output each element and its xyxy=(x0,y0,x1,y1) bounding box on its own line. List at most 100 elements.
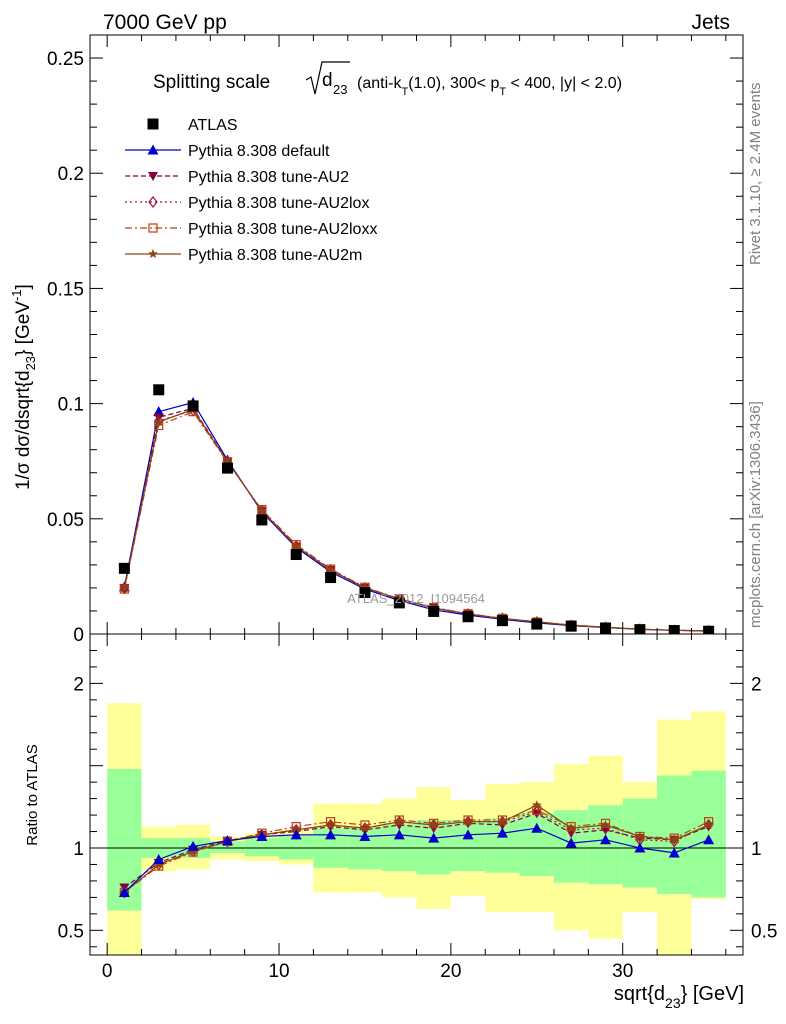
ratio-line-au2m xyxy=(124,804,709,893)
legend-marker-au2 xyxy=(148,172,158,181)
ratio-y-tick-label-right: 1 xyxy=(751,839,762,860)
legend-label-default: Pythia 8.308 default xyxy=(188,143,330,160)
ratio-point-au2loxx xyxy=(463,815,473,825)
point-data xyxy=(393,597,405,609)
title-sqrt-sub: 23 xyxy=(333,82,347,97)
chart-title: Splitting scale d 23 (anti-kT(1.0), 300<… xyxy=(153,61,622,98)
point-data xyxy=(428,605,440,617)
ratio-point-au2loxx xyxy=(600,818,611,828)
main-series-layer xyxy=(118,384,715,634)
main-ylabel: 1/σ dσ/dsqrt{d23} [GeV-1] xyxy=(9,284,38,490)
point-au2m xyxy=(325,564,336,574)
ratio-point-au2m xyxy=(463,816,473,826)
ratio-y-tick-label-right: 0.5 xyxy=(751,921,777,942)
ratio-bands xyxy=(107,703,726,955)
point-au2m xyxy=(153,417,164,427)
ratio-point-default xyxy=(703,834,715,845)
ratio-y-tick-label-right: 2 xyxy=(751,674,762,695)
point-data xyxy=(531,618,543,630)
y-tick-label: 0 xyxy=(73,625,84,646)
point-data xyxy=(462,611,474,623)
ratio-point-au2m xyxy=(428,819,439,829)
ratio-ylabel: Ratio to ATLAS xyxy=(24,744,41,845)
ratio-point-au2m xyxy=(394,816,405,826)
rivet-label: Rivet 3.1.10, ≥ 2.4M events xyxy=(747,83,764,266)
ratio-point-default xyxy=(634,842,646,853)
ratio-y-tick-label: 2 xyxy=(73,674,84,695)
ratio-point-default xyxy=(187,840,199,851)
title-sqrt-arg: d xyxy=(322,70,333,91)
svg-text:sqrt{d23} [GeV]: sqrt{d23} [GeV] xyxy=(614,983,744,1011)
point-data xyxy=(496,615,508,627)
title-part-3: T xyxy=(499,86,506,98)
ylabel-part-c: ] xyxy=(13,284,34,289)
xlabel-main: sqrt{d xyxy=(614,983,665,1005)
title-part-1: T xyxy=(401,86,408,98)
ratio-point-au2m xyxy=(497,816,508,826)
x-tick-label: 20 xyxy=(440,961,461,982)
xlabel: sqrt{d23} [GeV] xyxy=(614,983,744,1011)
ratio-point-default xyxy=(462,829,474,840)
ratio-series-default xyxy=(118,822,715,897)
ratio-series-layer xyxy=(118,800,715,899)
point-data xyxy=(600,622,612,634)
point-data xyxy=(359,587,371,599)
point-data xyxy=(634,624,646,634)
ylabel-sup: -1 xyxy=(9,289,24,301)
ylabel-part-a: 1/σ dσ/dsqrt{d xyxy=(13,370,34,490)
ratio-point-au2m xyxy=(600,819,611,829)
ratio-point-default xyxy=(325,829,337,840)
analysis-watermark: ATLAS_2012_I1094564 xyxy=(347,591,485,606)
point-data xyxy=(668,625,680,634)
y-tick-label: 0.15 xyxy=(47,279,84,300)
ratio-point-au2m xyxy=(703,819,714,829)
ratio-point-default xyxy=(393,829,405,840)
title-part-2: (1.0), 300< p xyxy=(408,75,499,92)
ylabel-part-b: } [GeV xyxy=(13,301,34,356)
ratio-point-default xyxy=(256,830,268,841)
ratio-point-default xyxy=(290,829,302,840)
point-au2m xyxy=(119,583,130,593)
ratio-point-au2loxx xyxy=(394,815,404,825)
mcplots-label: mcplots.cern.ch [arXiv:1306.3436] xyxy=(747,401,764,628)
series-line-au2m xyxy=(123,408,709,632)
legend: ATLAS Pythia 8.308 default Pythia 8.308 … xyxy=(125,117,377,264)
ratio-point-default xyxy=(153,854,165,865)
band-inner-bin xyxy=(588,805,623,885)
band-inner-bin xyxy=(691,770,726,898)
point-data xyxy=(256,514,268,526)
x-tick-label: 0 xyxy=(102,961,113,982)
ratio-point-default xyxy=(668,847,680,858)
legend-marker-data xyxy=(147,118,159,130)
ratio-point-default xyxy=(531,822,543,833)
y-tick-label: 0.25 xyxy=(47,49,84,70)
ratio-point-default xyxy=(359,830,371,841)
ratio-point-au2m xyxy=(566,823,576,833)
sqrt-sign xyxy=(305,61,350,95)
svg-text:1/σ dσ/dsqrt{d23} [GeV-1]: 1/σ dσ/dsqrt{d23} [GeV-1] xyxy=(9,284,38,490)
ratio-point-default xyxy=(600,834,612,845)
ratio-point-au2lox xyxy=(532,805,542,818)
legend-marker-au2m xyxy=(148,249,158,259)
y-tick-label: 0.05 xyxy=(47,510,84,531)
series-data xyxy=(118,384,715,634)
xlabel-sub: 23 xyxy=(665,995,681,1011)
title-part-4: < 400, |y| < 2.0) xyxy=(506,75,622,92)
title-prefix: Splitting scale xyxy=(153,72,270,93)
point-data xyxy=(703,625,715,634)
xlabel-tail: } [GeV] xyxy=(681,983,744,1005)
point-data xyxy=(290,549,302,561)
point-data xyxy=(325,572,337,584)
legend-label-data: ATLAS xyxy=(188,117,238,134)
band-inner-bin xyxy=(244,838,280,857)
header-right: Jets xyxy=(691,11,730,34)
ratio-point-au2m xyxy=(360,823,370,833)
title-part-0: (anti-k xyxy=(357,75,402,92)
header-left: 7000 GeV pp xyxy=(103,11,227,34)
ratio-y-tick-label: 0.5 xyxy=(58,921,84,942)
point-data xyxy=(118,562,130,574)
title-suffix: (anti-kT(1.0), 300< pT < 400, |y| < 2.0) xyxy=(357,75,622,98)
ratio-point-default xyxy=(565,837,577,848)
point-data xyxy=(221,462,233,474)
